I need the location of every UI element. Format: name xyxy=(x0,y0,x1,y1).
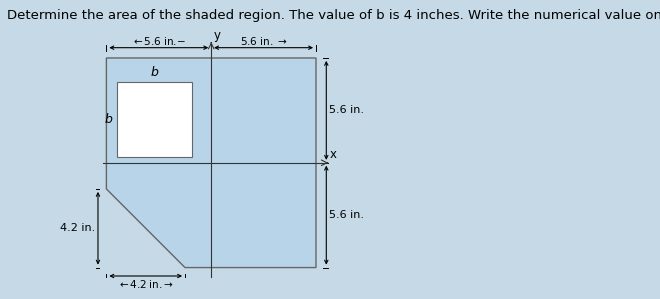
Polygon shape xyxy=(106,58,316,268)
Text: Determine the area of the shaded region. The value of b is 4 inches. Write the n: Determine the area of the shaded region.… xyxy=(7,9,660,22)
Text: b: b xyxy=(105,113,113,126)
Text: 4.2 in.: 4.2 in. xyxy=(61,223,96,233)
Text: 5.6 in. $\rightarrow$: 5.6 in. $\rightarrow$ xyxy=(240,35,288,47)
Text: x: x xyxy=(329,148,337,161)
Text: b: b xyxy=(150,66,158,79)
Text: y: y xyxy=(213,28,220,42)
Text: 5.6 in.: 5.6 in. xyxy=(329,105,364,115)
Bar xyxy=(117,82,191,157)
Text: $\leftarrow$4.2 in.$\rightarrow$: $\leftarrow$4.2 in.$\rightarrow$ xyxy=(117,278,174,290)
Text: 5.6 in.: 5.6 in. xyxy=(329,210,364,220)
Text: $\leftarrow$5.6 in.$-$: $\leftarrow$5.6 in.$-$ xyxy=(131,35,186,47)
